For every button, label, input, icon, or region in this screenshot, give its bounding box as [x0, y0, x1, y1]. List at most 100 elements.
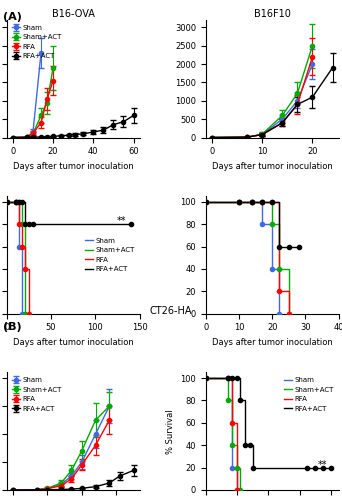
RFA+ACT	[14, 199, 18, 205]
Sham+ACT	[231, 442, 235, 448]
RFA+ACT	[329, 464, 333, 470]
Sham+ACT	[270, 221, 274, 227]
RFA+ACT	[251, 464, 255, 470]
Title: B16-OVA: B16-OVA	[52, 9, 95, 19]
RFA+ACT	[287, 244, 291, 250]
Sham	[5, 199, 9, 205]
Sham+ACT	[287, 310, 291, 317]
RFA+ACT	[250, 199, 254, 205]
RFA+ACT	[129, 221, 133, 227]
Sham+ACT	[14, 199, 18, 205]
Line: RFA+ACT: RFA+ACT	[206, 202, 299, 246]
RFA+ACT	[270, 199, 274, 205]
Title: B16F10: B16F10	[254, 9, 291, 19]
RFA+ACT	[305, 464, 310, 470]
RFA	[27, 310, 31, 317]
Legend: Sham, Sham+ACT, RFA, RFA+ACT: Sham, Sham+ACT, RFA, RFA+ACT	[282, 376, 335, 413]
RFA+ACT	[237, 199, 241, 205]
Sham+ACT	[226, 398, 230, 404]
RFA	[237, 199, 241, 205]
Line: Sham: Sham	[206, 378, 237, 490]
X-axis label: Days after tumor inoculation: Days after tumor inoculation	[13, 338, 134, 347]
Y-axis label: % Survival: % Survival	[166, 409, 175, 454]
RFA	[204, 199, 208, 205]
Line: Sham: Sham	[7, 202, 22, 314]
RFA+ACT	[27, 221, 31, 227]
Sham+ACT	[204, 199, 208, 205]
RFA+ACT	[23, 221, 27, 227]
RFA+ACT	[231, 375, 235, 381]
RFA	[14, 199, 18, 205]
RFA+ACT	[20, 199, 24, 205]
Text: (A): (A)	[3, 12, 22, 22]
Sham+ACT	[5, 199, 9, 205]
RFA+ACT	[313, 464, 317, 470]
RFA	[226, 375, 230, 381]
RFA+ACT	[5, 199, 9, 205]
Line: RFA+ACT: RFA+ACT	[206, 378, 331, 468]
RFA	[270, 199, 274, 205]
RFA+ACT	[235, 375, 239, 381]
RFA	[23, 266, 27, 272]
RFA+ACT	[297, 244, 301, 250]
RFA	[287, 310, 291, 317]
Line: Sham: Sham	[206, 202, 279, 314]
RFA+ACT	[277, 244, 281, 250]
RFA+ACT	[226, 375, 230, 381]
Sham+ACT	[235, 464, 239, 470]
Sham	[20, 310, 24, 317]
Sham	[277, 310, 281, 317]
Sham+ACT	[17, 199, 21, 205]
Sham	[260, 221, 264, 227]
Text: **: **	[318, 460, 328, 470]
Sham	[226, 375, 230, 381]
Line: RFA: RFA	[7, 202, 29, 314]
Sham	[17, 244, 21, 250]
Sham+ACT	[250, 199, 254, 205]
Text: (B): (B)	[3, 322, 22, 332]
RFA+ACT	[204, 375, 208, 381]
RFA	[231, 420, 235, 426]
Line: RFA: RFA	[206, 378, 237, 490]
Line: RFA+ACT: RFA+ACT	[7, 202, 131, 224]
X-axis label: Days after tumor inoculation: Days after tumor inoculation	[13, 162, 134, 171]
Sham	[270, 266, 274, 272]
Sham+ACT	[238, 487, 242, 493]
RFA+ACT	[204, 199, 208, 205]
Sham	[237, 199, 241, 205]
RFA+ACT	[321, 464, 325, 470]
Sham	[14, 199, 18, 205]
Text: **: **	[117, 216, 127, 226]
Line: Sham+ACT: Sham+ACT	[206, 378, 240, 490]
Sham+ACT	[204, 375, 208, 381]
Sham	[204, 375, 208, 381]
RFA	[204, 375, 208, 381]
RFA	[260, 199, 264, 205]
RFA+ACT	[238, 398, 242, 404]
Line: Sham+ACT: Sham+ACT	[206, 202, 289, 314]
Line: Sham+ACT: Sham+ACT	[7, 202, 25, 314]
RFA	[17, 221, 21, 227]
RFA+ACT	[31, 221, 36, 227]
Sham	[231, 464, 235, 470]
Text: CT26-HA: CT26-HA	[150, 306, 192, 316]
Sham+ACT	[277, 266, 281, 272]
Sham	[250, 199, 254, 205]
Sham	[204, 199, 208, 205]
RFA+ACT	[243, 442, 247, 448]
Sham+ACT	[237, 199, 241, 205]
Legend: Sham, Sham+ACT, RFA, RFA+ACT: Sham, Sham+ACT, RFA, RFA+ACT	[10, 376, 63, 413]
RFA	[235, 487, 239, 493]
Sham+ACT	[23, 310, 27, 317]
Sham+ACT	[20, 221, 24, 227]
Line: RFA: RFA	[206, 202, 289, 314]
RFA	[250, 199, 254, 205]
RFA+ACT	[260, 199, 264, 205]
Legend: Sham, Sham+ACT, RFA, RFA+ACT: Sham, Sham+ACT, RFA, RFA+ACT	[10, 24, 63, 60]
Sham	[235, 487, 239, 493]
RFA	[20, 244, 24, 250]
RFA+ACT	[248, 442, 252, 448]
Sham+ACT	[260, 199, 264, 205]
X-axis label: Days after tumor inoculation: Days after tumor inoculation	[212, 338, 333, 347]
Legend: Sham, Sham+ACT, RFA, RFA+ACT: Sham, Sham+ACT, RFA, RFA+ACT	[83, 236, 136, 274]
